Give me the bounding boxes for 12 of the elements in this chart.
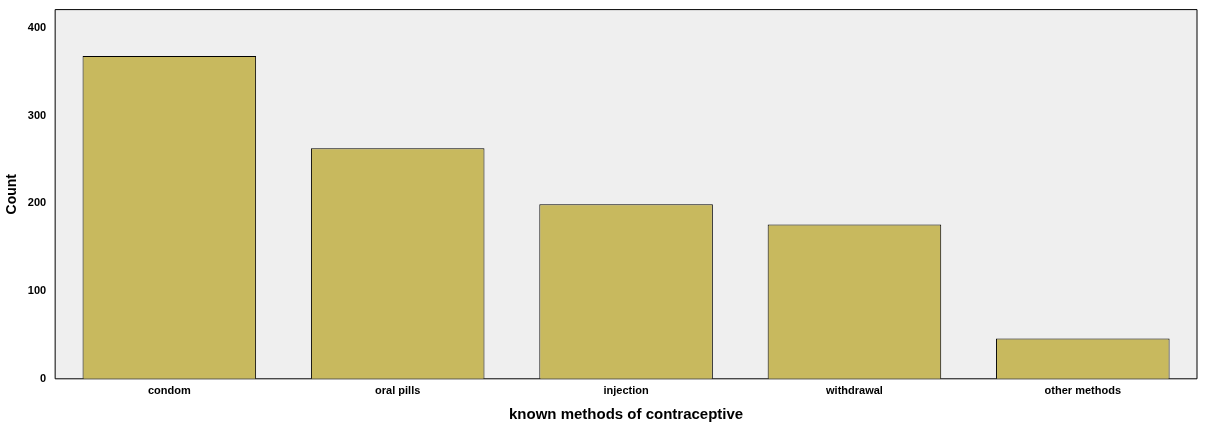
x-tick-label: other methods [1044, 384, 1122, 397]
x-tick-label: injection [603, 384, 649, 397]
y-tick-label: 100 [27, 284, 47, 297]
x-tick-label: oral pills [375, 384, 421, 397]
x-tick-label: condom [147, 384, 191, 397]
x-axis-title: known methods of contraceptive [508, 405, 744, 423]
y-tick-label: 0 [40, 371, 47, 384]
y-axis-title: Count [3, 173, 20, 215]
y-tick-label: 400 [27, 21, 47, 34]
y-tick-label: 300 [27, 108, 47, 121]
y-tick-label: 200 [27, 196, 47, 209]
x-tick-label: withdrawal [825, 384, 883, 397]
